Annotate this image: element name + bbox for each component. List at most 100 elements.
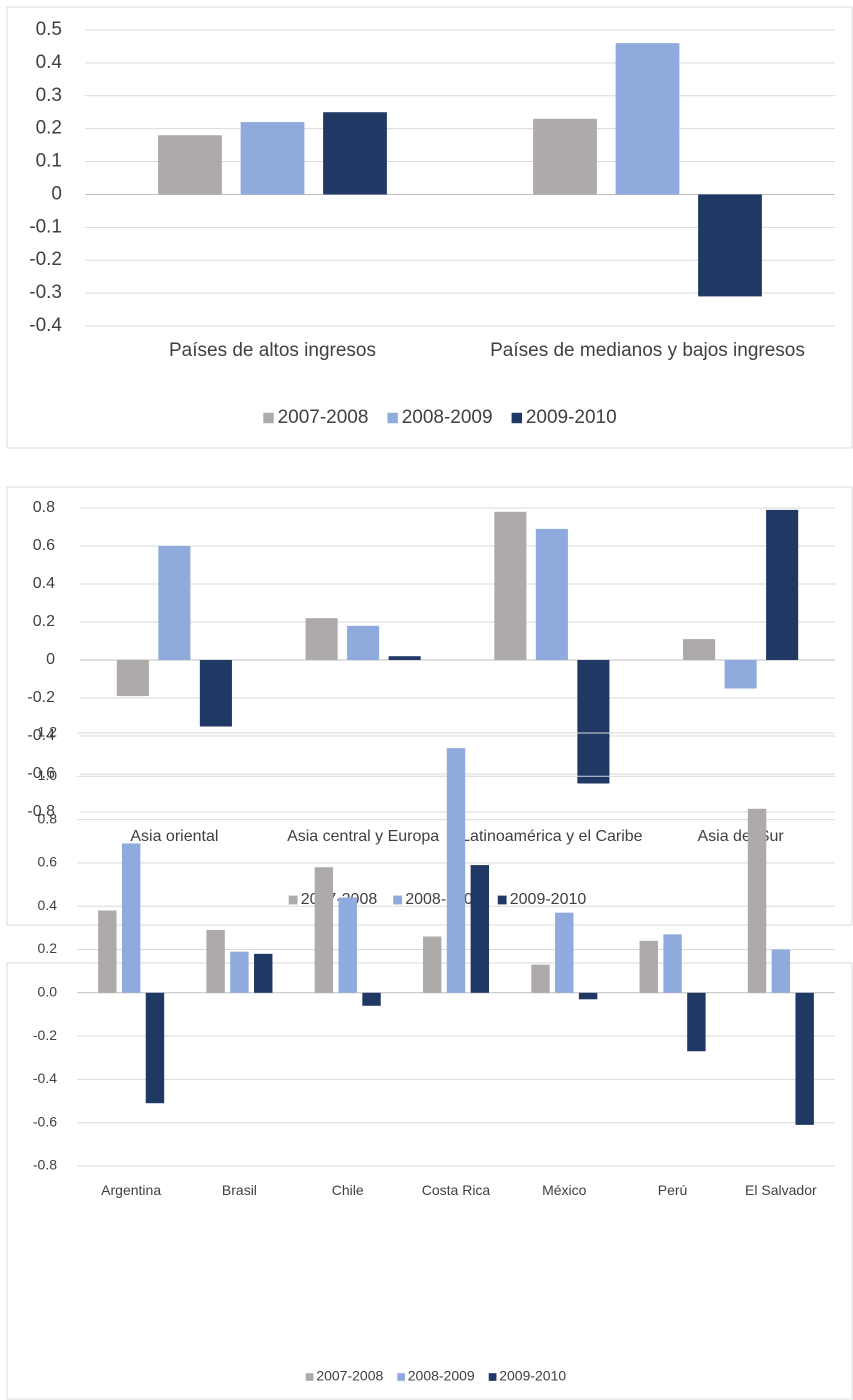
- y-tick-label: 0.2: [33, 613, 55, 630]
- bar: [766, 509, 799, 660]
- legend-swatch: [263, 412, 274, 424]
- y-tick-label: -0.1: [29, 216, 62, 237]
- y-tick-label: -0.4: [29, 315, 62, 336]
- x-tick-label-box: Perú: [657, 1182, 688, 1198]
- x-tick-label-box: Chile: [331, 1182, 364, 1198]
- legend-swatch: [387, 412, 398, 424]
- x-tick-label-box: Países de medianos y bajos ingresos: [490, 340, 805, 361]
- chart: 0.8 0.6 0.4 0.2 0 -0.2 -0.4 -0.6 -0.8 Asia orient…: [6, 486, 853, 926]
- y-tick-label: -0.2: [29, 249, 62, 270]
- y-tick-label: 0.3: [36, 85, 62, 106]
- y-tick-label: 0.8: [38, 810, 58, 826]
- y-tick-label: 0: [51, 183, 62, 204]
- y-tick-label: 0.2: [38, 940, 58, 956]
- x-tick-label-box: Argentina: [101, 1182, 161, 1198]
- y-tick-label: -0.6: [27, 765, 55, 782]
- y-tick-label: 0.4: [36, 52, 63, 73]
- bar: [121, 843, 141, 993]
- y-tick-label: -0.2: [27, 689, 55, 706]
- bar: [314, 867, 334, 993]
- bar: [683, 639, 716, 660]
- bar: [663, 934, 682, 993]
- y-tick-label: 0.1: [36, 151, 62, 172]
- x-tick-label: Asia del Sur: [697, 828, 784, 845]
- legend-label: 2009-2010: [510, 891, 587, 908]
- bar: [639, 940, 658, 993]
- legend-swatch: [288, 895, 298, 905]
- legend-label: 2007-2008: [316, 1368, 383, 1384]
- x-tick-label: Asia central y Europa: [287, 828, 440, 845]
- legend-label: 2007-2008: [278, 407, 369, 428]
- y-tick-label: 0.6: [33, 537, 55, 554]
- x-tick-label: El Salvador: [745, 1182, 817, 1198]
- bar: [422, 936, 442, 993]
- bar: [615, 43, 680, 195]
- legend-swatch: [393, 895, 403, 905]
- legend-swatch: [488, 1373, 497, 1381]
- x-tick-label: Asia oriental: [130, 828, 219, 845]
- x-tick-label: Brasil: [221, 1182, 257, 1198]
- x-tick-label-box: Asia oriental: [130, 828, 219, 845]
- bar: [533, 118, 597, 195]
- bar: [240, 122, 305, 195]
- bar: [795, 992, 814, 1125]
- bar: [578, 992, 598, 1000]
- bar: [535, 528, 568, 660]
- legend-label: 2009-2010: [526, 407, 617, 428]
- legend-swatch: [511, 412, 523, 424]
- chart-frame: [6, 486, 853, 926]
- x-tick-label-box: El Salvador: [745, 1182, 817, 1198]
- y-tick-label: -0.2: [33, 1027, 57, 1043]
- x-tick-label-box: Costa Rica: [421, 1182, 491, 1198]
- y-tick-label: 0.8: [33, 499, 55, 516]
- bar: [254, 953, 273, 993]
- x-tick-label: Chile: [331, 1182, 364, 1198]
- y-tick-label: 0.5: [36, 19, 62, 40]
- bar: [98, 910, 117, 993]
- bar: [323, 112, 387, 195]
- y-tick-label: -0.8: [33, 1157, 57, 1173]
- legend-label: 2008-2009: [402, 407, 493, 428]
- bar: [531, 964, 550, 993]
- bar: [347, 625, 380, 660]
- bar: [470, 865, 490, 993]
- bar: [158, 546, 191, 660]
- bar: [687, 992, 706, 1052]
- x-tick-label: México: [542, 1182, 587, 1198]
- bar: [305, 618, 338, 660]
- legend-swatch: [397, 1373, 405, 1381]
- bar: [747, 808, 767, 993]
- legend-label: 2008-2009: [405, 891, 482, 908]
- x-tick-label-box: Países de altos ingresos: [168, 340, 376, 361]
- y-tick-label: -0.6: [33, 1113, 57, 1129]
- y-tick-label: 0.4: [33, 575, 55, 592]
- bar: [494, 511, 527, 660]
- y-tick-label: 0.4: [38, 897, 58, 913]
- chart: 0.5 0.4 0.3 0.2 0.1 0 -0.1 -0.2 -0.3 -0.4 Países d…: [6, 6, 853, 449]
- x-tick-label-box: Asia central y Europa: [287, 828, 440, 845]
- y-tick-label: 0: [46, 651, 55, 668]
- x-tick-label: Países de altos ingresos: [168, 340, 376, 361]
- x-tick-label: Costa Rica: [421, 1182, 491, 1198]
- y-tick-label: -0.4: [33, 1070, 57, 1086]
- x-tick-label-box: Latinoamérica y el Caribe: [461, 828, 642, 845]
- bar: [698, 194, 762, 297]
- x-tick-label-box: México: [542, 1182, 587, 1198]
- bar: [555, 912, 574, 993]
- bar: [362, 992, 381, 1006]
- legend-label: 2008-2009: [408, 1368, 475, 1384]
- x-tick-label: Perú: [657, 1182, 688, 1198]
- legend-swatch: [497, 895, 507, 905]
- y-tick-label: 0.0: [38, 984, 58, 1000]
- y-tick-label: -0.8: [27, 803, 55, 820]
- y-tick-label: -0.3: [29, 282, 62, 303]
- bar: [199, 660, 232, 727]
- bar: [771, 949, 791, 993]
- bar: [388, 656, 421, 660]
- x-tick-label: Países de medianos y bajos ingresos: [490, 340, 805, 361]
- y-tick-label: 1.0: [38, 767, 58, 783]
- bar: [116, 660, 149, 697]
- y-tick-label: -0.4: [27, 727, 55, 744]
- bar: [230, 951, 249, 993]
